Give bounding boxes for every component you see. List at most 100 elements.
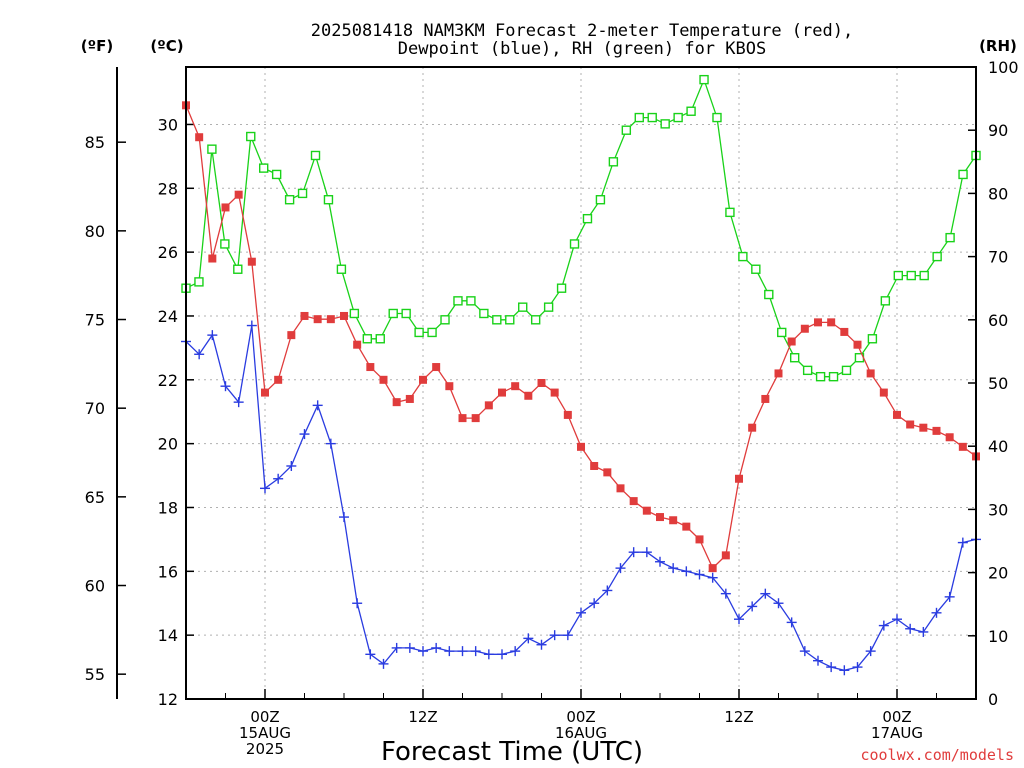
f-tick-label: 55 xyxy=(85,665,105,684)
temperature-point xyxy=(827,318,836,327)
dewpoint-point xyxy=(378,658,389,669)
c-tick-label: 16 xyxy=(158,562,178,581)
rh-tick-label: 0 xyxy=(988,690,998,709)
dewpoint-point xyxy=(510,646,521,657)
rh-point xyxy=(582,213,593,224)
dewpoint-point xyxy=(826,662,837,673)
temperature-point xyxy=(550,388,559,397)
rh-tick-label: 80 xyxy=(988,184,1008,203)
dewpoint-point xyxy=(576,607,586,618)
temperature-point xyxy=(458,414,467,423)
dewpoint-point xyxy=(536,639,547,650)
rh-tick-label: 90 xyxy=(988,121,1008,140)
dewpoint-point xyxy=(641,547,652,558)
c-tick-label: 20 xyxy=(158,435,178,454)
rh-point xyxy=(207,144,217,154)
dewpoint-point xyxy=(312,400,323,411)
rh-point xyxy=(802,365,813,376)
unit-label-fahrenheit: (ºF) xyxy=(81,37,113,55)
rh-point xyxy=(440,315,450,325)
rh-point xyxy=(673,112,683,123)
f-tick-label: 65 xyxy=(85,488,105,507)
rh-point xyxy=(310,150,321,161)
x-tick-label: 00Z xyxy=(882,708,911,726)
rh-point xyxy=(233,264,243,274)
dewpoint-point xyxy=(655,556,665,567)
rh-point xyxy=(284,195,295,205)
x-tick-label: 00Z xyxy=(566,708,595,726)
fahrenheit-axis: 55 60 65 70 75 80 85 xyxy=(85,67,126,699)
rh-point xyxy=(880,296,891,306)
dewpoint-point xyxy=(747,601,758,612)
rh-point xyxy=(712,112,722,123)
temperature-point xyxy=(879,388,888,397)
rh-point xyxy=(375,334,385,344)
rh-point xyxy=(492,315,502,325)
rh-point xyxy=(323,195,334,205)
rh-tick-label: 50 xyxy=(988,374,1008,393)
rh-point xyxy=(543,302,554,312)
dewpoint-point xyxy=(233,397,244,408)
temperature-point xyxy=(537,379,546,387)
temperature-point xyxy=(629,497,638,506)
rh-point xyxy=(427,327,437,338)
c-tick-label: 18 xyxy=(158,498,178,517)
rh-point xyxy=(815,371,826,382)
temperature-point xyxy=(524,391,533,400)
temperature-point xyxy=(353,340,362,349)
temperature-point xyxy=(945,433,954,442)
temperature-point xyxy=(274,375,283,384)
rh-point xyxy=(725,207,735,218)
dewpoint-point xyxy=(852,662,863,673)
dewpoint-point xyxy=(220,381,231,392)
x-axis-title: Forecast Time (UTC) xyxy=(381,737,643,767)
temperature-point xyxy=(261,388,269,397)
dewpoint-point xyxy=(589,598,600,609)
dewpoint-point xyxy=(944,591,955,602)
dewpoint-point xyxy=(339,512,349,523)
temperature-point xyxy=(800,324,809,333)
rh-point xyxy=(505,315,515,325)
rh-point xyxy=(194,277,204,287)
c-tick-label: 14 xyxy=(158,626,178,645)
dewpoint-point xyxy=(260,483,270,494)
temperature-point xyxy=(735,474,743,483)
dewpoint-point xyxy=(562,630,573,641)
rh-point xyxy=(958,169,968,180)
temperature-point xyxy=(721,551,730,560)
dewpoint-point xyxy=(681,566,692,577)
rh-series xyxy=(181,74,981,382)
dewpoint-point xyxy=(813,655,823,666)
dewpoint-point xyxy=(365,649,376,660)
rh-point xyxy=(569,239,580,249)
dewpoint-point xyxy=(865,646,876,657)
dewpoint-point xyxy=(549,630,560,641)
rh-point xyxy=(919,270,929,281)
rh-point xyxy=(453,296,463,306)
rh-point xyxy=(479,308,489,319)
unit-label-celsius: (ºC) xyxy=(150,37,183,55)
rh-point xyxy=(945,232,955,243)
temperature-point xyxy=(761,394,770,403)
temperature-point xyxy=(669,516,678,525)
f-tick-label: 85 xyxy=(85,133,105,152)
temperature-point xyxy=(708,564,717,573)
dewpoint-point xyxy=(431,642,442,653)
dewpoint-point xyxy=(325,438,336,449)
rh-tick-label: 60 xyxy=(988,311,1008,330)
temperature-point xyxy=(234,190,243,199)
rh-point xyxy=(349,308,360,319)
temperature-point xyxy=(208,254,217,263)
c-tick-label: 28 xyxy=(158,179,178,198)
rh-point xyxy=(401,308,411,319)
temperature-point xyxy=(603,468,612,477)
rh-point xyxy=(841,365,852,376)
temperature-point xyxy=(498,388,506,397)
c-tick-label: 30 xyxy=(158,115,178,134)
rh-point xyxy=(388,308,398,319)
dewpoint-point xyxy=(299,429,310,440)
temperature-point xyxy=(590,461,599,470)
temperature-point xyxy=(287,331,296,340)
temperature-point xyxy=(300,311,309,320)
